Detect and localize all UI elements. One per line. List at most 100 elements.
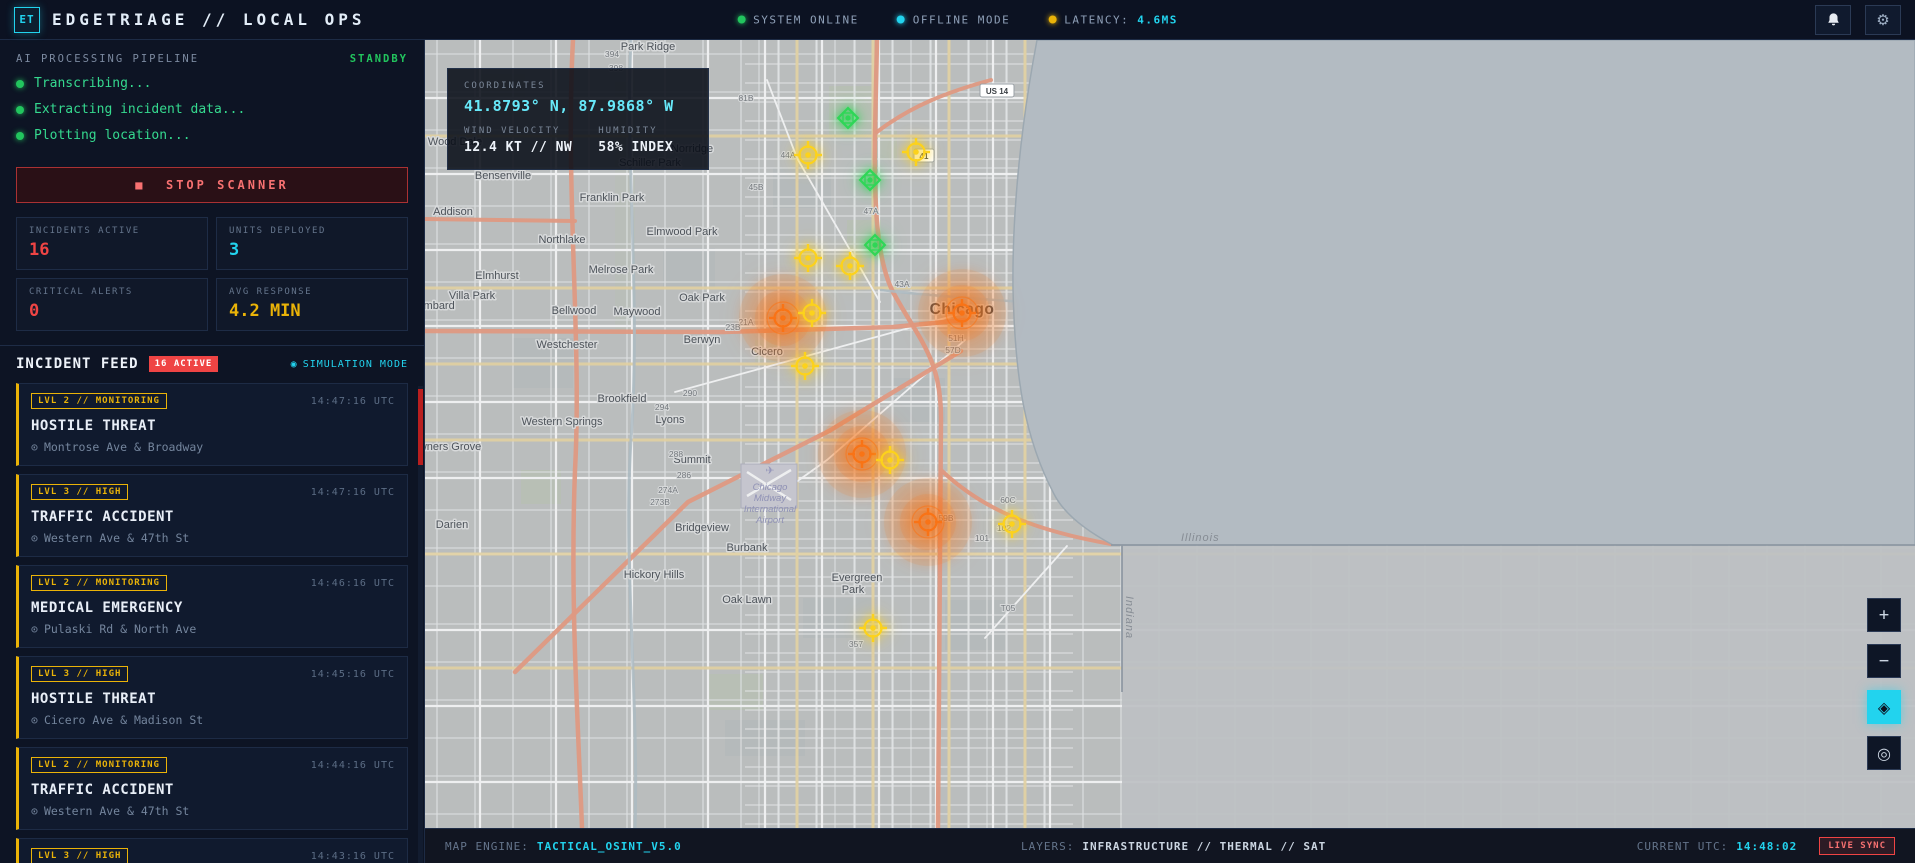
layers-icon: ◈ bbox=[1877, 697, 1891, 717]
map-marker[interactable] bbox=[884, 478, 972, 566]
stat-avg-response: AVG RESPONSE 4.2 MIN bbox=[216, 278, 408, 331]
stop-icon: ■ bbox=[135, 178, 146, 192]
map-marker[interactable] bbox=[863, 233, 887, 257]
map-status-bar: MAP ENGINE: TACTICAL_OSINT_V5.0 LAYERS: … bbox=[425, 828, 1915, 863]
stat-label: AVG RESPONSE bbox=[229, 287, 313, 297]
notifications-button[interactable] bbox=[1815, 4, 1851, 35]
gear-icon: ⚙ bbox=[1876, 10, 1890, 29]
pipeline-steps: Transcribing... Extracting incident data.… bbox=[16, 76, 408, 143]
footer-right: CURRENT UTC: 14:48:02 LIVE SYNC bbox=[1637, 837, 1895, 855]
feed-scrollbar[interactable] bbox=[418, 386, 423, 863]
map-controls: + − ◈ ◎ bbox=[1867, 598, 1901, 770]
incident-timestamp: 14:47:16 UTC bbox=[310, 395, 395, 407]
map-marker[interactable] bbox=[858, 168, 882, 192]
map-route-label: 44A bbox=[780, 150, 795, 160]
humidity-block: HUMIDITY 58% INDEX bbox=[598, 126, 673, 155]
map-town-label: Melrose Park bbox=[589, 264, 654, 276]
pipeline-step-extracting-incident-data: Extracting incident data... bbox=[16, 102, 408, 117]
incident-location: ⊙ Pulaski Rd & North Ave bbox=[31, 622, 395, 636]
map-town-label: Downers Grove bbox=[425, 441, 481, 453]
incident-card-top: LVL 2 // MONITORING 14:47:16 UTC bbox=[31, 393, 395, 409]
status-system-online: SYSTEM ONLINE bbox=[737, 13, 859, 26]
map-route-label: 21A bbox=[738, 317, 753, 327]
map-marker[interactable] bbox=[902, 138, 930, 166]
map-marker[interactable] bbox=[798, 299, 826, 327]
stat-value: 16 bbox=[29, 240, 50, 260]
map-town-label: Western Springs bbox=[521, 416, 603, 428]
stop-scanner-label: STOP SCANNER bbox=[165, 178, 289, 192]
main-content: AI PROCESSING PIPELINE STANDBY Transcrib… bbox=[0, 40, 1915, 863]
map-marker[interactable] bbox=[998, 510, 1026, 538]
incident-level-badge: LVL 3 // HIGH bbox=[31, 484, 129, 500]
status-dot bbox=[16, 105, 24, 114]
incident-timestamp: 14:47:16 UTC bbox=[310, 486, 395, 498]
map-route-label: 43A bbox=[894, 279, 909, 289]
zoom-in-button[interactable]: + bbox=[1867, 598, 1901, 632]
map-markers-layer bbox=[739, 106, 1026, 642]
stat-units-deployed: UNITS DEPLOYED 3 bbox=[216, 217, 408, 270]
status-dot bbox=[737, 15, 746, 24]
stat-value: 0 bbox=[29, 301, 40, 321]
status-dot bbox=[1048, 15, 1057, 24]
incident-level-badge: LVL 2 // MONITORING bbox=[31, 575, 167, 591]
incident-card[interactable]: LVL 3 // HIGH 14:45:16 UTC HOSTILE THREAT ⊙… bbox=[16, 656, 408, 739]
map-town-label: Maywood bbox=[613, 306, 660, 318]
header-status-bar: SYSTEM ONLINE OFFLINE MODE LATENCY: 4.6MS bbox=[737, 13, 1178, 26]
incident-card-top: LVL 2 // MONITORING 14:44:16 UTC bbox=[31, 757, 395, 773]
map-route-label: 81B bbox=[738, 93, 753, 103]
map-marker[interactable] bbox=[791, 352, 819, 380]
incident-list[interactable]: LVL 2 // MONITORING 14:47:16 UTC HOSTILE T… bbox=[0, 381, 424, 863]
incident-location: ⊙ Western Ave & 47th St bbox=[31, 804, 395, 818]
incident-level-badge: LVL 2 // MONITORING bbox=[31, 757, 167, 773]
map-route-label: 394 bbox=[605, 49, 619, 59]
wind-value: 12.4 KT // NW bbox=[464, 140, 573, 155]
incident-card[interactable]: LVL 2 // MONITORING 14:47:16 UTC HOSTILE T… bbox=[16, 383, 408, 466]
map-town-label: Burbank bbox=[727, 542, 768, 554]
locate-button[interactable]: ◎ bbox=[1867, 736, 1901, 770]
incident-title: HOSTILE THREAT bbox=[31, 691, 157, 707]
map-marker[interactable] bbox=[739, 274, 827, 362]
incident-timestamp: 14:44:16 UTC bbox=[310, 759, 395, 771]
incident-location: ⊙ Western Ave & 47th St bbox=[31, 531, 395, 545]
zoom-out-button[interactable]: − bbox=[1867, 644, 1901, 678]
incident-card[interactable]: LVL 2 // MONITORING 14:44:16 UTC TRAFFIC A… bbox=[16, 747, 408, 830]
map-route-label: 23B bbox=[725, 322, 740, 332]
airport-label: Airport bbox=[755, 515, 784, 526]
incident-card[interactable]: LVL 2 // MONITORING 14:46:16 UTC MEDICAL E… bbox=[16, 565, 408, 648]
map-town-label: Franklin Park bbox=[580, 192, 645, 204]
map-marker[interactable] bbox=[818, 410, 906, 498]
incident-level-badge: LVL 3 // HIGH bbox=[31, 848, 129, 863]
map-town-label: Darien bbox=[436, 519, 468, 531]
incident-card[interactable]: LVL 3 // HIGH 14:47:16 UTC TRAFFIC ACCIDEN… bbox=[16, 474, 408, 557]
map-marker[interactable] bbox=[836, 106, 860, 130]
airport-label: Midway bbox=[754, 493, 787, 504]
feed-active-badge: 16 ACTIVE bbox=[148, 356, 219, 372]
incident-card-top: LVL 3 // HIGH 14:47:16 UTC bbox=[31, 484, 395, 500]
pipeline-status: STANDBY bbox=[349, 53, 408, 65]
map-marker[interactable] bbox=[794, 244, 822, 272]
layers-button[interactable]: ◈ bbox=[1867, 690, 1901, 724]
incident-location-text: Western Ave & 47th St bbox=[43, 804, 190, 818]
highway-shield: US 14 bbox=[979, 83, 1015, 98]
humidity-value: 58% INDEX bbox=[598, 140, 674, 155]
map-marker[interactable] bbox=[794, 141, 822, 169]
map-marker[interactable] bbox=[836, 252, 864, 280]
feed-scrollbar-thumb[interactable] bbox=[418, 389, 423, 465]
map-marker[interactable] bbox=[918, 269, 1006, 357]
app-header: ET EDGETRIAGE // LOCAL OPS SYSTEM ONLINE… bbox=[0, 0, 1915, 40]
map-town-label: Evergreen bbox=[832, 572, 883, 584]
map-route-label: 51H bbox=[948, 333, 964, 343]
settings-button[interactable]: ⚙ bbox=[1865, 4, 1901, 35]
map-town-label: Elmhurst bbox=[475, 270, 518, 282]
map-route-label: 45B bbox=[748, 182, 763, 192]
map-marker[interactable] bbox=[876, 446, 904, 474]
stop-scanner-button[interactable]: ■ STOP SCANNER bbox=[16, 167, 408, 203]
stat-label: UNITS DEPLOYED bbox=[229, 226, 326, 236]
stat-value: 4.2 MIN bbox=[229, 301, 301, 321]
map-route-label: 57D bbox=[945, 345, 961, 355]
map-marker[interactable] bbox=[859, 614, 887, 642]
